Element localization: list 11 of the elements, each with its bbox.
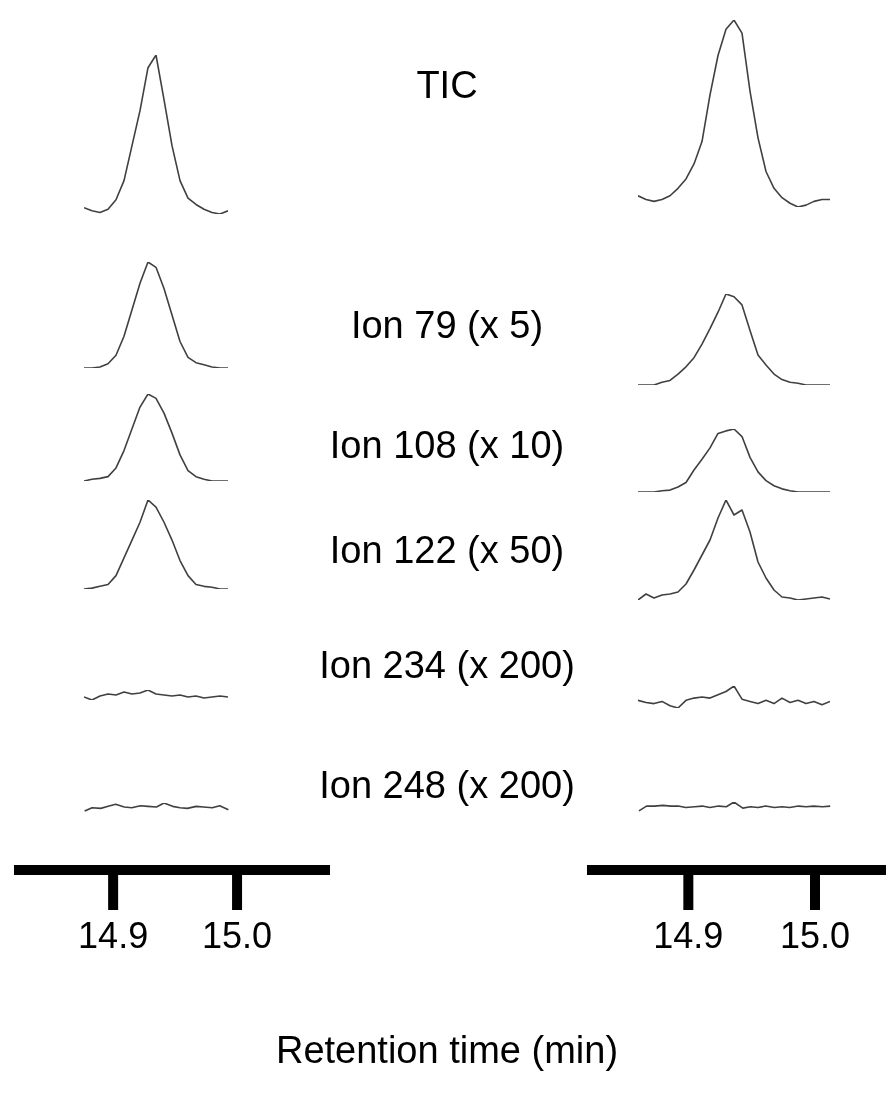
- chart-title: Ion 79 (x 5): [349, 303, 545, 347]
- chart-title: Ion 108 (x 10): [328, 423, 566, 467]
- chart-title: Ion 234 (x 200): [318, 643, 576, 687]
- x-tick-label: 14.9: [653, 914, 724, 956]
- x-tick-label: 15.0: [202, 914, 273, 956]
- x-tick-label: 15.0: [779, 914, 851, 956]
- text: Ion 248 (x 200): [318, 763, 576, 807]
- x-axis-title: Retention time (min): [274, 1028, 620, 1072]
- x-tick-label: 14.9: [78, 914, 149, 956]
- text: Ion 122 (x 50): [328, 528, 566, 572]
- text: TIC: [415, 63, 479, 107]
